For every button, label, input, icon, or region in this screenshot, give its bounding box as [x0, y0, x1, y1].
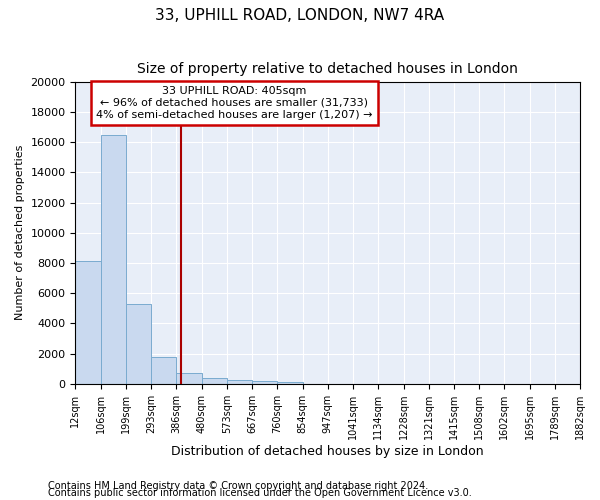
Bar	[252, 382, 277, 384]
Text: 33, UPHILL ROAD, LONDON, NW7 4RA: 33, UPHILL ROAD, LONDON, NW7 4RA	[155, 8, 445, 22]
Bar	[101, 134, 126, 384]
Bar	[176, 373, 202, 384]
Y-axis label: Number of detached properties: Number of detached properties	[15, 145, 25, 320]
Bar	[76, 262, 101, 384]
Bar	[277, 382, 302, 384]
Text: 33 UPHILL ROAD: 405sqm
← 96% of detached houses are smaller (31,733)
4% of semi-: 33 UPHILL ROAD: 405sqm ← 96% of detached…	[96, 86, 373, 120]
X-axis label: Distribution of detached houses by size in London: Distribution of detached houses by size …	[172, 444, 484, 458]
Bar	[227, 380, 252, 384]
Title: Size of property relative to detached houses in London: Size of property relative to detached ho…	[137, 62, 518, 76]
Bar	[202, 378, 227, 384]
Text: Contains HM Land Registry data © Crown copyright and database right 2024.: Contains HM Land Registry data © Crown c…	[48, 481, 428, 491]
Bar	[151, 356, 176, 384]
Text: Contains public sector information licensed under the Open Government Licence v3: Contains public sector information licen…	[48, 488, 472, 498]
Bar	[126, 304, 151, 384]
